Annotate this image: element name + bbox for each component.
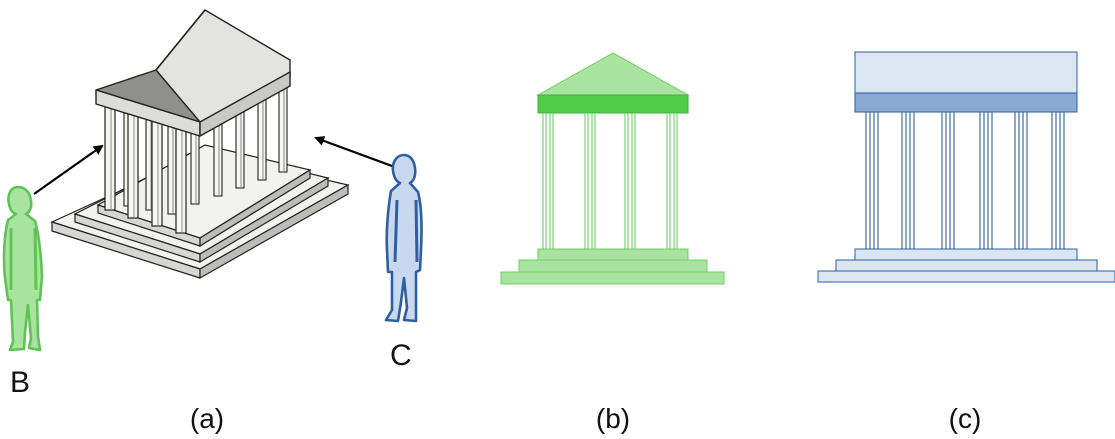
column-3d <box>167 119 177 215</box>
observer-b-silhouette <box>2 185 44 352</box>
column-3d <box>104 102 116 211</box>
column-3d <box>235 103 245 189</box>
arrow-c-to-temple <box>314 136 393 168</box>
temple-roof <box>95 9 291 137</box>
column-3d <box>278 85 288 173</box>
columns-b <box>542 113 678 249</box>
arrow-b-to-temple <box>33 144 104 195</box>
panel-c-caption: (c) <box>949 403 982 434</box>
panel-a-temple-3d <box>50 9 350 280</box>
step-c-top <box>854 248 1078 261</box>
column-3d <box>257 95 267 181</box>
column-3d <box>151 116 163 227</box>
panel-b-caption: (b) <box>596 403 630 434</box>
observer-c-label: C <box>390 339 412 372</box>
panel-b-view-from-b <box>500 52 725 285</box>
roof-c <box>854 51 1078 94</box>
entablature-b <box>537 94 689 114</box>
step-b-top <box>537 248 689 261</box>
observer-c-figure <box>384 153 423 323</box>
panel-a-caption: (a) <box>190 403 224 434</box>
pediment-b <box>536 52 690 96</box>
columns-c <box>865 112 1065 249</box>
entablature-c <box>854 92 1078 113</box>
observer-b-label: B <box>10 366 30 399</box>
observer-c-silhouette <box>384 153 423 323</box>
step-b-bottom <box>500 271 725 285</box>
step-c-middle <box>835 259 1098 272</box>
column-3d <box>127 109 139 219</box>
panel-c-view-from-c <box>817 51 1115 283</box>
temple-steps <box>50 144 350 280</box>
step-c-bottom <box>817 270 1115 283</box>
observer-b-figure <box>2 185 44 352</box>
step-b-middle <box>518 259 708 273</box>
column-3d <box>175 123 187 234</box>
